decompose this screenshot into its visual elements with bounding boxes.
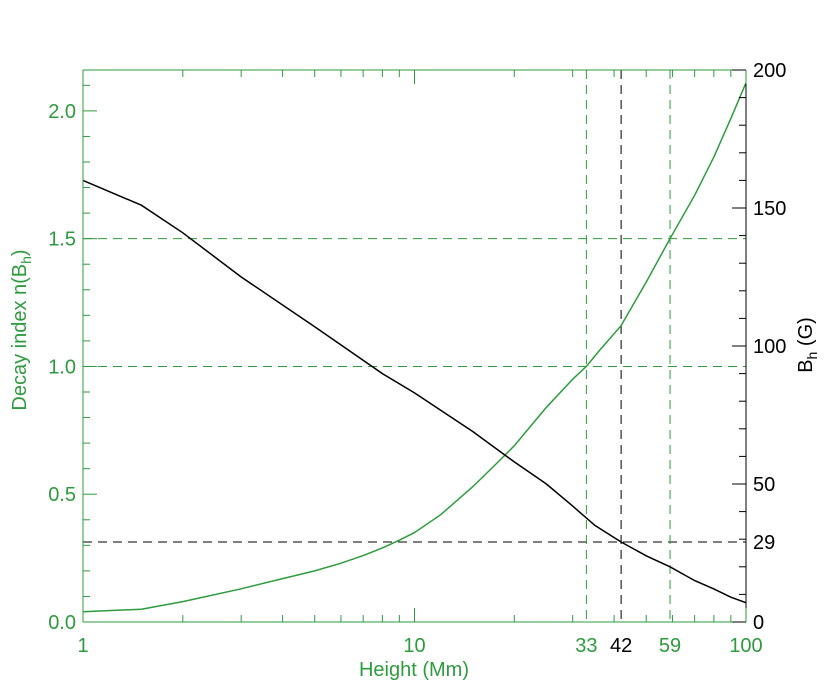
y-right-tick-label-200: 200 [753, 60, 786, 82]
x-tick-label-1: 1 [77, 635, 88, 657]
tick-labels: 1 10 33 42 59 100 0.0 0.5 1.0 1.5 2.0 0 29 50 100 150 20… [48, 60, 786, 657]
right-axis-title: Bh (G) [795, 317, 820, 373]
x-tick-label-10: 10 [403, 635, 425, 657]
x-tick-label-100: 100 [729, 635, 762, 657]
y-left-tick-label-2.0: 2.0 [48, 101, 76, 123]
y-left-tick-label-1.0: 1.0 [48, 356, 76, 378]
y-right-tick-label-100: 100 [753, 336, 786, 358]
x-tick-label-59: 59 [659, 635, 681, 657]
field-strength-curve [82, 179, 747, 604]
x-axis-title: Height (Mm) [359, 659, 469, 681]
y-right-tick-label-50: 50 [753, 474, 775, 496]
y-right-tick-label-0: 0 [753, 612, 764, 634]
plot-frame [82, 69, 747, 623]
axis-ticks [82, 69, 747, 623]
y-right-tick-label-150: 150 [753, 198, 786, 220]
decay-index-curve [82, 82, 747, 613]
left-axis-title: Decay index n(Bh) [9, 249, 34, 410]
y-right-tick-label-29: 29 [753, 532, 775, 554]
y-left-tick-label-0.5: 0.5 [48, 484, 76, 506]
reference-lines [83, 70, 746, 622]
y-left-tick-label-1.5: 1.5 [48, 229, 76, 251]
series-lines [82, 82, 747, 613]
y-left-tick-label-0.0: 0.0 [48, 612, 76, 634]
x-tick-label-42: 42 [610, 635, 632, 657]
x-tick-label-33: 33 [575, 635, 597, 657]
